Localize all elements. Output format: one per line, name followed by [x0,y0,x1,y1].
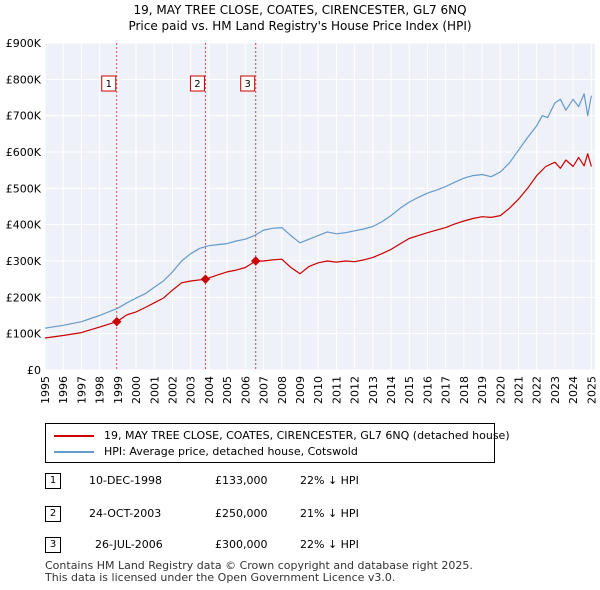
sale-row: 3 26-JUL-2006 £300,000 22% ↓ HPI [45,536,495,556]
sale-number-badge: 3 [45,537,61,553]
y-tick-label: £700K [6,110,42,123]
sale-number-badge: 2 [45,506,61,522]
sale-hpi-diff: 22% ↓ HPI [300,538,359,551]
x-tick-label: 2010 [312,376,325,404]
sale-label-box: 3 [240,75,256,92]
x-tick-label: 2018 [458,376,471,404]
y-tick-label: £600K [6,146,42,159]
sale-label-number: 3 [245,79,251,90]
x-tick-label: 2016 [421,376,434,404]
legend-label-property: 19, MAY TREE CLOSE, COATES, CIRENCESTER,… [104,429,510,442]
legend: 19, MAY TREE CLOSE, COATES, CIRENCESTER,… [45,423,510,463]
sale-hpi-diff: 22% ↓ HPI [300,474,359,487]
x-tick-label: 2019 [476,376,489,404]
chart-subtitle: Price paid vs. HM Land Registry's House … [128,19,472,33]
price-chart: £0 £100K £200K £300K £400K £500K £600K £700K £80… [6,37,599,404]
sale-label-box: 1 [101,75,117,92]
y-tick-label: £400K [6,219,42,232]
x-tick-label: 2023 [549,376,562,404]
hpi-series-line [44,93,592,329]
x-tick-label: 1997 [75,376,88,404]
sale-price: £300,000 [215,538,268,551]
sale-number-badge: 1 [45,473,61,489]
sale-price: £250,000 [215,507,268,520]
y-tick-label: £300K [6,255,42,268]
x-tick-label: 2006 [239,376,252,404]
sale-point [112,316,122,327]
x-tick-label: 1998 [94,376,107,404]
y-tick-label: £200K [6,291,42,304]
sale-point [200,274,211,284]
x-tick-label: 2020 [494,376,507,404]
sale-label-rect [101,75,117,92]
x-tick-label: 2015 [403,376,416,404]
x-tick-label: 2013 [367,376,380,404]
sale-date: 24-OCT-2003 [89,507,162,520]
sale-label-box: 2 [189,75,205,92]
x-tick-label: 2021 [513,376,526,404]
x-tick-label: 2003 [185,376,198,404]
sale-row: 2 24-OCT-2003 £250,000 21% ↓ HPI [45,505,495,525]
x-tick-label: 2014 [385,376,398,404]
footer: Contains HM Land Registry data © Crown c… [45,560,473,584]
x-tick-label: 2011 [330,376,343,404]
x-tick-label: 2017 [440,376,453,404]
sale-date: 10-DEC-1998 [89,474,163,487]
sale-date: 26-JUL-2006 [95,538,163,551]
sale-row: 1 10-DEC-1998 £133,000 22% ↓ HPI [45,472,495,492]
footer-licence: This data is licensed under the Open Gov… [45,571,396,584]
x-tick-label: 2004 [203,376,216,404]
sale-point [251,256,261,266]
sale-hpi-diff: 21% ↓ HPI [300,507,359,520]
x-tick-label: 2002 [166,376,179,404]
sale-label-number: 1 [106,79,112,90]
x-tick-label: 2001 [148,376,161,404]
sale-label-rect [189,75,205,92]
sale-price: £133,000 [215,474,268,487]
legend-swatch-property [54,435,94,437]
y-tick-label: £500K [6,182,42,195]
x-tick-label: 2009 [294,376,307,404]
footer-copyright: Contains HM Land Registry data © Crown c… [45,559,473,572]
x-tick-label: 2022 [531,376,544,404]
x-tick-label: 2012 [349,376,362,404]
y-tick-label: £100K [6,328,42,341]
plot-area [45,43,595,370]
property-series-line [44,153,592,339]
chart-title: 19, MAY TREE CLOSE, COATES, CIRENCESTER,… [133,3,467,17]
x-tick-label: 2007 [258,376,271,404]
y-tick-label: £800K [6,73,42,86]
sale-label-number: 2 [194,79,200,90]
x-tick-label: 2005 [221,376,234,404]
y-tick-label: £0 [27,364,41,377]
x-tick-label: 2000 [130,376,143,404]
x-tick-label: 2024 [567,376,580,404]
x-tick-label: 2008 [276,376,289,404]
x-tick-label: 1999 [112,376,125,404]
x-tick-label: 1996 [57,376,70,404]
legend-swatch-hpi [54,451,94,453]
sale-label-rect [240,75,256,92]
legend-label-hpi: HPI: Average price, detached house, Cots… [104,445,358,458]
x-tick-label: 1995 [39,376,52,404]
x-tick-label: 2025 [585,376,598,404]
y-tick-label: £900K [6,37,42,50]
